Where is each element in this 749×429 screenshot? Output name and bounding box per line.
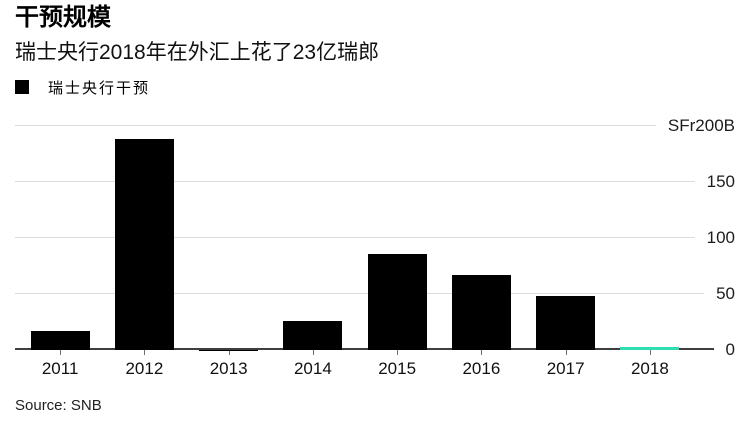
source-note: Source: SNB <box>15 397 102 414</box>
x-axis-line-row: 0 <box>15 339 735 359</box>
bar-2016 <box>451 274 511 350</box>
y-axis-tick-label: 0 <box>725 339 735 359</box>
chart-subtitle: 瑞士央行2018年在外汇上花了23亿瑞郎 <box>15 41 380 64</box>
gridline-row: SFr200B <box>15 115 735 135</box>
x-axis-tick <box>144 350 146 355</box>
y-axis-tick-label: 50 <box>716 283 735 303</box>
bar-2014 <box>283 320 343 350</box>
x-axis-tick <box>481 350 483 355</box>
x-axis-label: 2018 <box>630 359 669 378</box>
bar-2015 <box>367 253 427 350</box>
x-axis-tick <box>397 350 399 355</box>
x-axis-tick <box>228 350 230 355</box>
bar-2012 <box>114 139 174 350</box>
y-axis-tick-label: 100 <box>706 227 735 247</box>
x-axis-line <box>15 348 714 350</box>
x-axis-label: 2012 <box>125 359 164 378</box>
x-axis-tick <box>312 350 314 355</box>
bar-chart: SFr200B 150 100 50 0 2011 2012 2013 2014 2015 2016… <box>15 115 735 398</box>
y-axis-tick-label: 150 <box>706 171 735 191</box>
page-title: 干预规模 <box>15 4 111 31</box>
bar-2017 <box>536 296 596 350</box>
x-axis-label: 2011 <box>41 359 79 378</box>
y-axis-tick-label: SFr200B <box>667 115 735 135</box>
x-axis-label: 2016 <box>462 359 501 378</box>
gridline-row: 100 <box>15 227 735 247</box>
x-axis-label: 2015 <box>378 359 417 378</box>
legend-swatch-icon <box>15 80 29 94</box>
bar-2018 <box>620 347 680 350</box>
legend-label: 瑞士央行干预 <box>48 79 151 97</box>
gridline <box>15 292 705 294</box>
x-axis-tick <box>60 350 62 355</box>
chart-legend: 瑞士央行干预 <box>15 78 151 97</box>
x-axis-label: 2017 <box>546 359 585 378</box>
x-axis-tick <box>649 350 651 355</box>
bar-2011 <box>30 330 90 350</box>
gridline <box>15 124 656 126</box>
gridline-row: 150 <box>15 171 735 191</box>
gridline <box>15 236 695 238</box>
x-axis-label: 2013 <box>209 359 248 378</box>
gridline <box>15 180 695 182</box>
x-axis-tick <box>565 350 567 355</box>
x-axis-label: 2014 <box>293 359 332 378</box>
gridline-row: 50 <box>15 283 735 303</box>
